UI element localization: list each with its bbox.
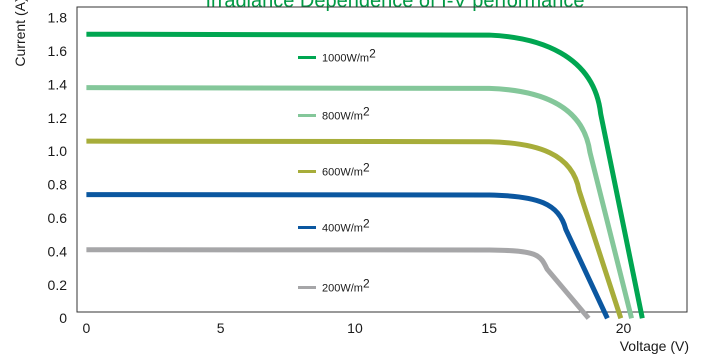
chart-title-group: Irradiance Dependence of I-V performance: [205, 0, 584, 12]
y-tick-label: 0.6: [48, 210, 68, 226]
x-tick-labels: 0 5 10 15 20: [83, 320, 632, 336]
legend-label: 600W/m2: [322, 161, 370, 179]
iv-curves: [86, 31, 645, 320]
iv-curve-line: [86, 247, 591, 320]
iv-curve-line: [86, 138, 624, 320]
legend-label: 400W/m2: [322, 217, 370, 235]
x-tick-label: 5: [217, 320, 225, 336]
x-tick-label: 0: [83, 320, 91, 336]
y-tick-label: 1.6: [48, 43, 68, 59]
y-tick-label: 0.2: [48, 277, 68, 293]
x-tick-label: 20: [616, 320, 632, 336]
iv-curve-line: [86, 85, 634, 319]
x-tick-label: 15: [481, 320, 497, 336]
y-tick-label: 1.0: [48, 143, 68, 159]
y-tick-label: 0: [59, 310, 67, 326]
chart-title: Irradiance Dependence of I-V performance: [205, 0, 584, 12]
iv-curve-line: [86, 31, 645, 319]
x-tick-label: 10: [347, 320, 363, 336]
x-axis-label: Voltage (V): [620, 338, 689, 354]
legend-label: 1000W/m2: [322, 47, 376, 65]
y-axis-label: Current (A): [12, 0, 28, 67]
y-tick-label: 0.4: [48, 243, 68, 259]
y-tick-label: 1.4: [48, 76, 68, 92]
legend-label: 800W/m2: [322, 105, 370, 123]
y-tick-label: 0.8: [48, 177, 68, 193]
legend-label: 200W/m2: [322, 277, 370, 295]
legend: 1000W/m2 800W/m2 600W/m2 400W/m2 200W/m2: [298, 47, 376, 295]
y-tick-labels: 0 0.2 0.4 0.6 0.8 1.0 1.2 1.4 1.6 1.8: [48, 10, 68, 327]
y-tick-label: 1.2: [48, 110, 68, 126]
plot-frame: [76, 6, 688, 313]
y-tick-label: 1.8: [48, 10, 68, 26]
iv-curve-line: [86, 192, 610, 320]
